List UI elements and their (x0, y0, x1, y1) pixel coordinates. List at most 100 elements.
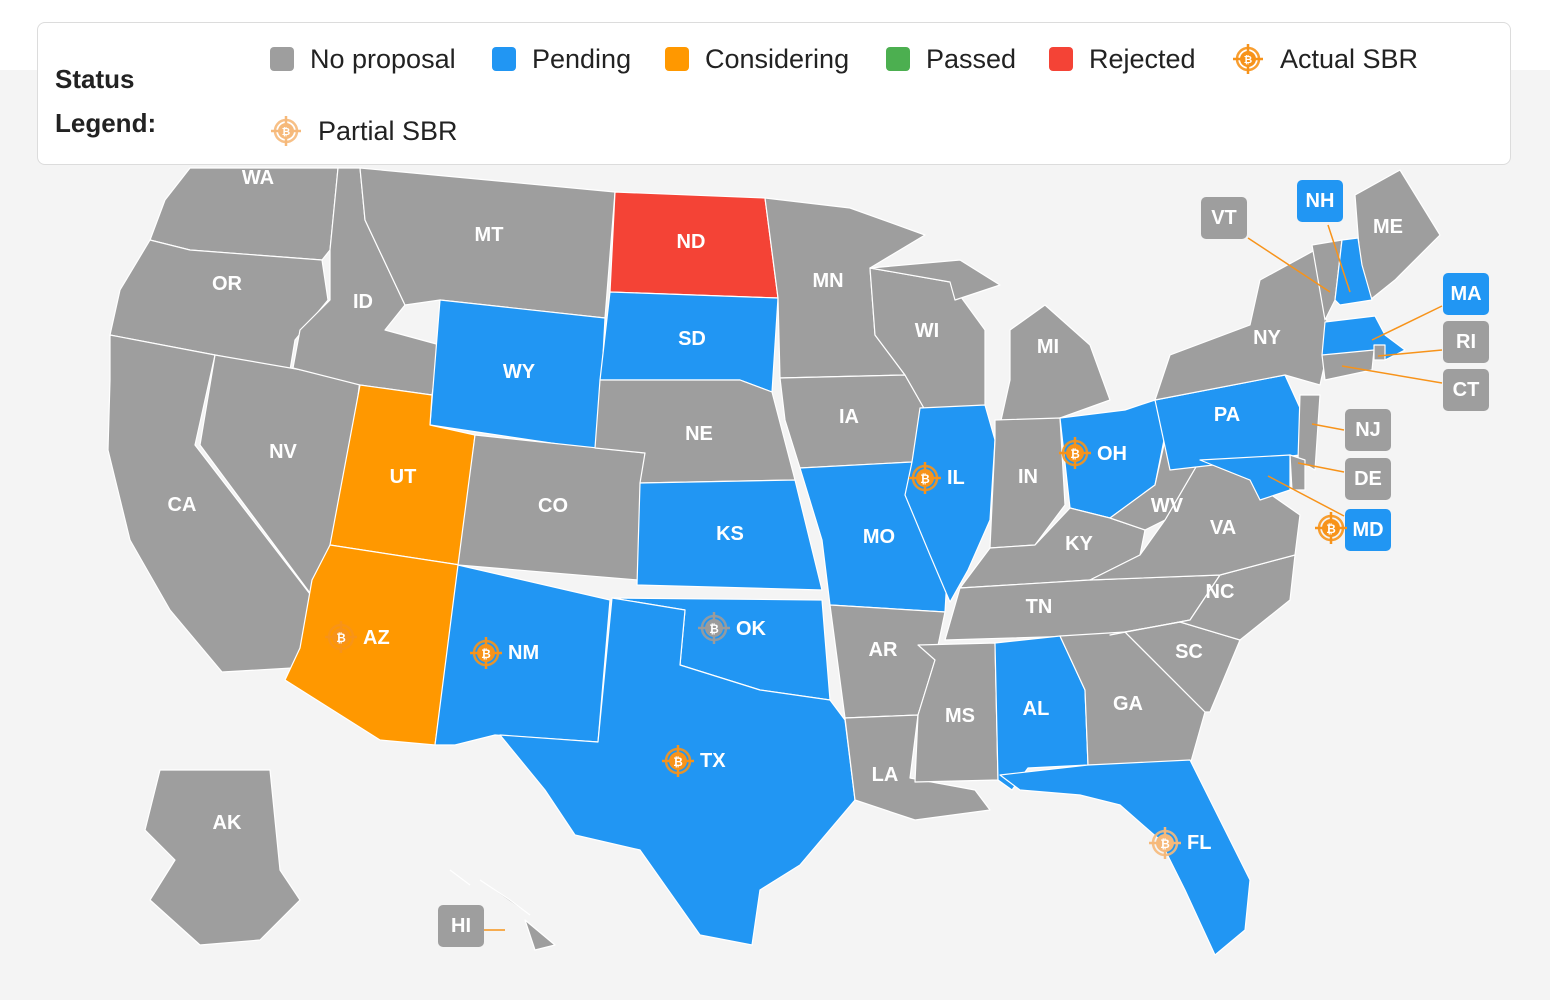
callout-nh[interactable]: NH (1297, 180, 1343, 222)
svg-text:₿: ₿ (920, 472, 930, 486)
map-area: WA OR CA NV ID MT WY UT ₿ AZ CO ₿ NM ND SD NE KS ₿ OK ₿ TX MN… (0, 70, 1550, 1000)
state-label-pa: PA (1214, 404, 1240, 426)
legend-item-no-proposal: No proposal (270, 39, 456, 79)
state-ak[interactable] (144, 769, 301, 946)
sbr-bitcoin-icon-fl: ₿ (1149, 827, 1181, 859)
state-label-md: MD (1352, 519, 1383, 541)
state-nh[interactable] (1334, 237, 1373, 306)
legend-item-pending: Pending (492, 39, 631, 79)
svg-text:₿: ₿ (1070, 447, 1080, 461)
state-hi[interactable] (449, 869, 556, 951)
state-label-wi: WI (915, 320, 939, 342)
legend-label: No proposal (310, 43, 456, 74)
state-label-va: VA (1210, 517, 1236, 539)
leader-ri (1377, 349, 1443, 357)
callout-md[interactable]: MD (1345, 509, 1391, 551)
legend-item-passed: Passed (886, 39, 1016, 79)
state-label-ne: NE (685, 423, 713, 445)
sbr-bitcoin-icon-md: ₿ (1315, 512, 1347, 544)
leader-ma (1371, 305, 1443, 341)
state-de[interactable] (1289, 454, 1306, 491)
state-label-nj: NJ (1355, 419, 1381, 441)
state-fl[interactable] (999, 759, 1251, 956)
svg-text:₿: ₿ (282, 126, 290, 138)
state-nc[interactable] (1109, 554, 1296, 641)
callout-hi[interactable]: HI (438, 905, 484, 947)
state-label-mt: MT (475, 224, 504, 246)
legend-label: Passed (926, 43, 1017, 74)
sbr-bitcoin-icon-az: ₿ (325, 621, 357, 653)
state-mi[interactable] (869, 259, 1111, 426)
state-label-ny: NY (1253, 327, 1281, 349)
state-label-nv: NV (269, 441, 297, 463)
legend-label: Pending (532, 43, 632, 74)
state-label-wa: WA (242, 167, 274, 189)
state-label-mo: MO (863, 526, 895, 548)
state-label-al: AL (1023, 698, 1050, 720)
svg-text:₿: ₿ (673, 755, 683, 769)
bitcoin-icon: ₿ (271, 116, 301, 146)
state-label-oh: OH (1097, 443, 1127, 465)
state-label-nc: NC (1206, 581, 1235, 603)
state-ri[interactable] (1373, 344, 1386, 361)
state-label-ga: GA (1113, 693, 1143, 715)
callout-vt[interactable]: VT (1201, 197, 1247, 239)
callout-ma[interactable]: MA (1443, 273, 1489, 315)
state-ca[interactable] (107, 334, 331, 673)
state-label-fl: FL (1187, 832, 1211, 854)
state-label-vt: VT (1211, 207, 1237, 229)
callout-nj[interactable]: NJ (1345, 409, 1391, 451)
state-nm[interactable] (434, 564, 611, 746)
legend-swatch (665, 47, 689, 71)
state-il[interactable] (904, 404, 996, 603)
sbr-bitcoin-icon-il: ₿ (909, 462, 941, 494)
state-label-mi: MI (1037, 336, 1059, 358)
callout-de[interactable]: DE (1345, 458, 1391, 500)
state-label-tn: TN (1026, 596, 1053, 618)
state-label-ia: IA (839, 406, 859, 428)
state-label-nh: NH (1306, 190, 1335, 212)
state-label-mn: MN (812, 270, 843, 292)
state-label-tx: TX (700, 750, 726, 772)
legend-swatch (270, 47, 294, 71)
state-or[interactable] (109, 239, 329, 371)
bitcoin-icon: ₿ (1233, 44, 1263, 74)
bitcoin-icon: ₿ (271, 116, 301, 146)
state-label-de: DE (1354, 468, 1382, 490)
state-label-ma: MA (1450, 283, 1481, 305)
state-label-ms: MS (945, 705, 975, 727)
state-ct[interactable] (1321, 349, 1375, 381)
state-label-wy: WY (503, 361, 536, 383)
legend-title: Status Legend: (55, 64, 157, 138)
callout-ct[interactable]: CT (1443, 369, 1489, 411)
sbr-bitcoin-icon-nm: ₿ (470, 637, 502, 669)
state-md[interactable] (1199, 454, 1291, 501)
state-label-la: LA (872, 764, 899, 786)
legend-swatch (1049, 47, 1073, 71)
state-label-ca: CA (168, 494, 197, 516)
state-label-ri: RI (1456, 331, 1476, 353)
state-label-nd: ND (677, 231, 706, 253)
state-la[interactable] (844, 714, 991, 821)
leader-md (1267, 475, 1345, 517)
callout-ri[interactable]: RI (1443, 321, 1489, 363)
legend-swatch (886, 47, 910, 71)
leader-ct (1341, 365, 1443, 384)
state-label-ok: OK (736, 618, 767, 640)
leader-de (1297, 462, 1345, 473)
svg-text:₿: ₿ (336, 631, 346, 645)
callout-leaders (484, 224, 1443, 931)
leader-nh (1327, 224, 1351, 293)
state-label-ks: KS (716, 523, 744, 545)
svg-text:₿: ₿ (1160, 837, 1170, 851)
state-label-sc: SC (1175, 641, 1203, 663)
state-label-or: OR (212, 273, 243, 295)
state-shapes (107, 167, 1441, 956)
sbr-bitcoin-icon-oh: ₿ (1059, 437, 1091, 469)
legend-label: Partial SBR (318, 115, 458, 146)
state-ny[interactable] (1154, 249, 1331, 401)
legend-swatch (492, 47, 516, 71)
state-ks[interactable] (636, 479, 823, 591)
state-label-in: IN (1018, 466, 1038, 488)
state-nj[interactable] (1297, 394, 1321, 471)
